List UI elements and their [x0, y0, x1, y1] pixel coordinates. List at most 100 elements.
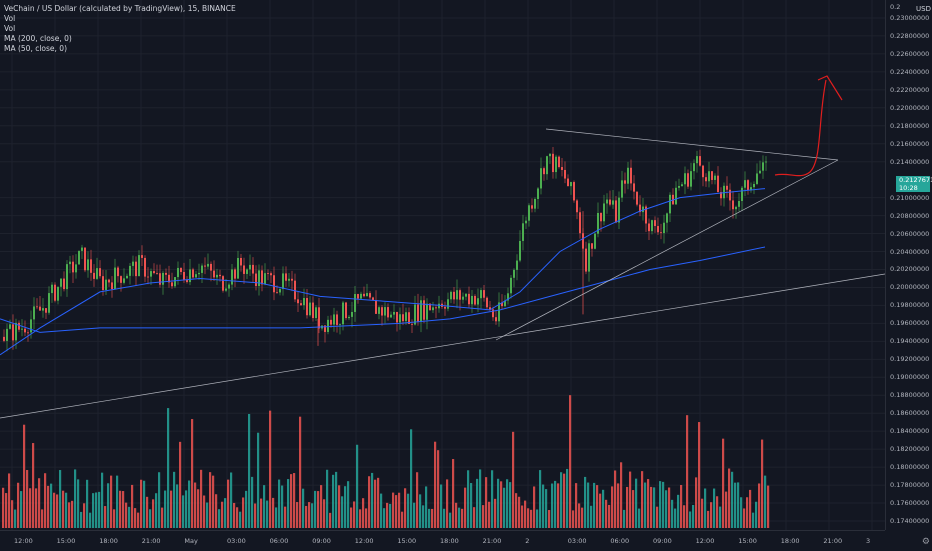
volume-bar: [512, 431, 515, 528]
price-tick-label: 0.21400000: [890, 157, 930, 166]
candle-body: [204, 265, 206, 267]
volume-bar: [650, 486, 653, 528]
volume-bar: [326, 469, 329, 528]
volume-bar: [728, 468, 731, 528]
candle-body: [657, 226, 659, 233]
volume-bar: [164, 490, 167, 528]
candle-body: [213, 270, 215, 278]
candle-body: [378, 307, 380, 314]
candle-body: [78, 250, 80, 265]
candle-body: [594, 233, 596, 249]
candle-body: [546, 156, 548, 175]
volume-bar: [719, 506, 722, 528]
price-tick-label: 0.20200000: [890, 265, 930, 274]
candle-body: [27, 332, 29, 334]
volume-bar: [548, 510, 551, 528]
volume-bar: [614, 470, 617, 528]
candle-body: [21, 328, 23, 330]
candle-body: [345, 302, 347, 319]
candle-body: [210, 263, 212, 271]
volume-bar: [26, 469, 29, 528]
candle-body: [141, 255, 143, 258]
volume-bar: [560, 472, 563, 528]
candle-body: [300, 303, 302, 306]
candle-body: [60, 278, 62, 287]
volume-bar: [464, 487, 467, 528]
candle-body: [183, 271, 185, 280]
candle-body: [330, 319, 332, 325]
volume-bar: [35, 488, 38, 528]
currency-label[interactable]: USD: [916, 5, 931, 13]
price-tick-label: 0.21800000: [890, 121, 930, 130]
candle-body: [666, 213, 668, 223]
time-axis[interactable]: 12:00 15:00 18:00 21:00 May 03:00 06:00 09:00 12…: [0, 530, 885, 551]
volume-bar: [44, 473, 47, 528]
time-tick-label: 03:00: [227, 537, 246, 545]
candle-body: [543, 168, 545, 175]
candle-body: [390, 314, 392, 318]
price-chart[interactable]: [0, 0, 885, 530]
volume-bar: [80, 511, 83, 528]
candle-body: [117, 267, 119, 277]
candle-body: [237, 257, 239, 279]
volume-bar: [230, 472, 233, 528]
volume-bar: [290, 474, 293, 528]
volume-bar: [665, 490, 668, 528]
candle-body: [438, 303, 440, 309]
volume-bar: [359, 509, 362, 528]
candle-body: [744, 180, 746, 188]
volume-bar: [275, 507, 278, 528]
candle-body: [66, 264, 68, 290]
candle-body: [3, 336, 5, 341]
volume-bar: [362, 498, 365, 528]
volume-bar: [209, 472, 212, 528]
volume-bar: [197, 489, 200, 528]
chart-area[interactable]: VeChain / US Dollar (calculated by Tradi…: [0, 0, 885, 530]
volume-bar: [371, 472, 374, 528]
price-tick-label: 0.17600000: [890, 499, 930, 508]
candle-body: [531, 205, 533, 209]
volume-bar: [620, 462, 623, 528]
legend-ma50[interactable]: MA (50, close, 0): [4, 44, 68, 53]
volume-bar: [749, 489, 752, 528]
legend-ma200[interactable]: MA (200, close, 0): [4, 34, 72, 43]
legend-volume-1[interactable]: Vol: [4, 14, 16, 23]
candle-body: [279, 289, 281, 293]
candle-body: [351, 311, 353, 317]
volume-bar: [437, 450, 440, 528]
volume-bar: [761, 439, 764, 528]
candle-body: [462, 296, 464, 300]
axis-settings-icon[interactable]: ⚙: [921, 537, 930, 547]
volume-bar: [50, 483, 53, 528]
volume-bar: [101, 472, 104, 528]
price-tick-label: 0.20000000: [890, 283, 930, 292]
volume-bar: [764, 475, 767, 528]
volume-bar: [632, 490, 635, 528]
volume-bar: [533, 486, 536, 528]
candle-body: [627, 167, 629, 184]
candle-body: [606, 199, 608, 204]
volume-bar: [704, 488, 707, 528]
price-axis[interactable]: 0.2 USD 0.23000000 0.22800000 0.22600000 0.…: [885, 0, 932, 530]
legend-volume-2[interactable]: Vol: [4, 24, 16, 33]
candle-body: [303, 298, 305, 306]
legend-title[interactable]: VeChain / US Dollar (calculated by Tradi…: [4, 4, 236, 13]
volume-bar: [407, 493, 410, 528]
volume-bar: [758, 483, 761, 528]
candle-body: [333, 314, 335, 325]
candle-body: [630, 167, 632, 184]
volume-bar: [281, 485, 284, 528]
volume-bar: [104, 506, 107, 528]
candle-body: [750, 187, 752, 191]
candle-body: [498, 302, 500, 322]
volume-bar: [2, 487, 5, 528]
bar-countdown: 10:28: [899, 184, 918, 192]
candle-body: [618, 197, 620, 223]
time-tick-label: 12:00: [14, 537, 33, 545]
candle-body: [72, 261, 74, 273]
volume-bar: [611, 486, 614, 528]
volume-bar: [590, 505, 593, 528]
candle-body: [714, 175, 716, 180]
volume-bar: [14, 509, 17, 528]
volume-bar: [740, 497, 743, 528]
